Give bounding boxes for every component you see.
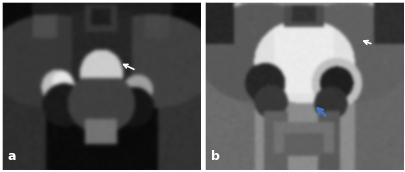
Text: b: b: [211, 150, 219, 163]
Text: a: a: [8, 150, 17, 163]
